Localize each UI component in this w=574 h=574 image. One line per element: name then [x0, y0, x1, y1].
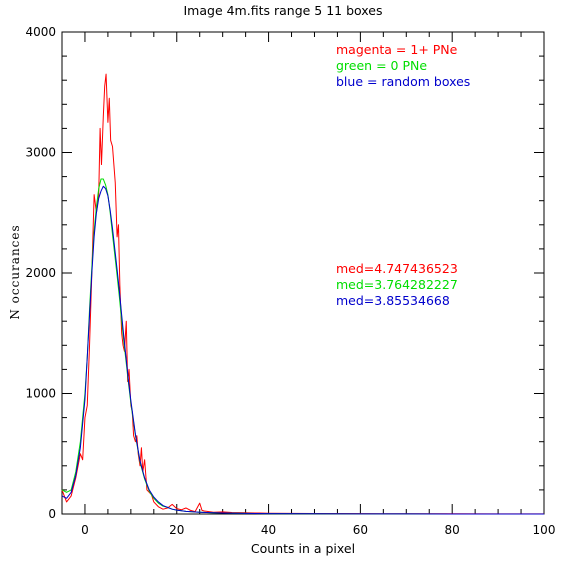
- y-tick-label: 2000: [25, 266, 56, 280]
- series-line-magenta: [61, 73, 544, 515]
- legend: magenta = 1+ PNe green = 0 PNe blue = ra…: [336, 42, 470, 89]
- plot-frame: [61, 31, 545, 515]
- x-tick-label: 100: [533, 523, 556, 537]
- x-tick-label: 40: [261, 523, 276, 537]
- legend-entry-blue: blue = random boxes: [336, 74, 470, 89]
- median-blue: med=3.85534668: [336, 293, 450, 308]
- x-axis-ticks: 0 20 40 60 80 100: [61, 32, 556, 537]
- chart-title: Image 4m.fits range 5 11 boxes: [183, 3, 382, 18]
- y-axis-title: N occurances: [8, 224, 22, 319]
- x-tick-label: 0: [81, 523, 89, 537]
- y-tick-label: 4000: [25, 25, 56, 39]
- x-tick-label: 20: [169, 523, 184, 537]
- series-line-green: [61, 178, 544, 515]
- median-green: med=3.764282227: [336, 277, 458, 292]
- series-line-blue: [61, 185, 544, 515]
- legend-entry-magenta: magenta = 1+ PNe: [336, 42, 458, 57]
- x-tick-label: 80: [445, 523, 460, 537]
- series-lines: [61, 73, 544, 515]
- x-tick-label: 60: [353, 523, 368, 537]
- y-tick-label: 0: [48, 507, 56, 521]
- y-tick-label: 1000: [25, 387, 56, 401]
- x-axis-title: Counts in a pixel: [251, 541, 355, 556]
- median-annotations: med=4.747436523 med=3.764282227 med=3.85…: [336, 261, 458, 308]
- y-tick-label: 3000: [25, 146, 56, 160]
- median-magenta: med=4.747436523: [336, 261, 458, 276]
- y-axis-ticks: 0 1000 2000 3000 4000: [25, 25, 544, 521]
- legend-entry-green: green = 0 PNe: [336, 58, 427, 73]
